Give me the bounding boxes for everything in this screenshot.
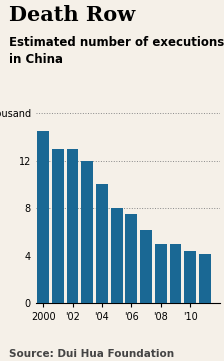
Bar	[96, 184, 108, 303]
Bar	[37, 131, 49, 303]
Bar	[170, 244, 181, 303]
Bar	[81, 161, 93, 303]
Bar	[111, 208, 123, 303]
Bar	[52, 149, 64, 303]
Text: Death Row: Death Row	[9, 5, 135, 25]
Text: Estimated number of executions
in China: Estimated number of executions in China	[9, 36, 224, 66]
Bar	[184, 251, 196, 303]
Text: Source: Dui Hua Foundation: Source: Dui Hua Foundation	[9, 349, 174, 359]
Bar	[67, 149, 78, 303]
Bar	[155, 244, 167, 303]
Bar	[140, 230, 152, 303]
Bar	[199, 255, 211, 303]
Bar	[125, 214, 137, 303]
